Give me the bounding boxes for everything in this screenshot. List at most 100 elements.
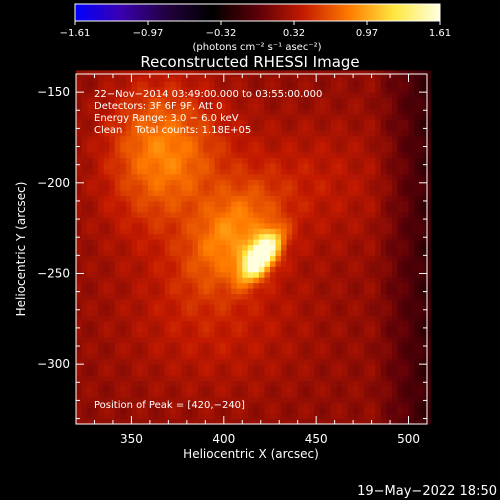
heatmap-cell: [286, 81, 293, 88]
heatmap-cell: [125, 146, 133, 153]
heatmap-cell: [419, 233, 426, 240]
heatmap-cell: [136, 173, 144, 180]
heatmap-cell: [148, 211, 155, 218]
heatmap-cell: [402, 184, 410, 191]
heatmap-cell: [375, 413, 382, 420]
heatmap-cell: [109, 293, 116, 300]
heatmap-cell: [303, 200, 310, 207]
heatmap-cell: [153, 211, 160, 218]
heatmap-cell: [203, 151, 210, 159]
heatmap-cell: [192, 162, 199, 169]
heatmap-cell: [358, 347, 365, 354]
heatmap-cell: [325, 293, 332, 300]
heatmap-cell: [358, 287, 365, 295]
heatmap-cell: [264, 239, 271, 246]
heatmap-cell: [286, 86, 293, 93]
heatmap-cell: [92, 113, 99, 120]
heatmap-cell: [292, 184, 299, 191]
heatmap-cell: [425, 315, 432, 322]
heatmap-cell: [225, 75, 232, 82]
heatmap-cell: [186, 369, 193, 376]
heatmap-cell: [87, 287, 94, 295]
heatmap-cell: [242, 233, 249, 240]
heatmap-cell: [153, 228, 160, 235]
heatmap-cell: [375, 271, 382, 278]
heatmap-cell: [380, 315, 387, 322]
heatmap-cell: [414, 331, 421, 338]
heatmap-cell: [136, 228, 144, 235]
heatmap-cell: [148, 130, 155, 137]
heatmap-cell: [76, 103, 83, 110]
heatmap-cell: [247, 190, 254, 197]
heatmap-cell: [142, 347, 149, 354]
heatmap-cell: [136, 190, 144, 197]
heatmap-cell: [81, 119, 88, 126]
heatmap-cell: [114, 336, 121, 343]
heatmap-cell: [109, 70, 116, 77]
heatmap-cell: [292, 81, 299, 88]
heatmap-cell: [131, 184, 138, 191]
heatmap-cell: [197, 179, 205, 186]
heatmap-cell: [375, 75, 382, 82]
heatmap-cell: [76, 402, 83, 409]
heatmap-cell: [153, 255, 160, 262]
heatmap-cell: [136, 413, 144, 420]
heatmap-cell: [92, 124, 99, 131]
heatmap-cell: [214, 271, 221, 278]
heatmap-cell: [76, 200, 83, 207]
heatmap-cell: [325, 200, 332, 207]
heatmap-cell: [87, 364, 94, 371]
heatmap-cell: [142, 151, 149, 159]
heatmap-cell: [253, 347, 260, 354]
heatmap-cell: [164, 103, 171, 110]
annotation-time-range: 22−Nov−2014 03:49:00.000 to 03:55:00.000: [94, 89, 322, 100]
heatmap-cell: [297, 413, 304, 420]
heatmap-cell: [203, 407, 210, 414]
heatmap-cell: [397, 255, 404, 262]
heatmap-cell: [358, 304, 365, 311]
heatmap-cell: [186, 402, 193, 409]
heatmap-cell: [425, 391, 432, 398]
heatmap-cell: [275, 391, 282, 398]
heatmap-cell: [402, 293, 410, 300]
heatmap-cell: [197, 266, 205, 273]
heatmap-cell: [92, 326, 99, 333]
heatmap-cell: [175, 249, 182, 256]
heatmap-cell: [181, 130, 188, 137]
heatmap-cell: [375, 385, 382, 392]
heatmap-cell: [170, 97, 177, 104]
heatmap-cell: [269, 260, 277, 267]
heatmap-cell: [81, 309, 88, 316]
heatmap-cell: [303, 228, 310, 235]
heatmap-cell: [325, 92, 332, 99]
heatmap-cell: [175, 255, 182, 262]
heatmap-cell: [336, 146, 343, 153]
heatmap-cell: [142, 402, 149, 409]
heatmap-cell: [391, 81, 399, 88]
heatmap-cell: [225, 413, 232, 420]
heatmap-cell: [87, 222, 94, 229]
heatmap-cell: [231, 157, 238, 164]
heatmap-cell: [375, 222, 382, 229]
heatmap-cell: [181, 375, 188, 382]
heatmap-cell: [408, 233, 415, 240]
heatmap-cell: [159, 375, 166, 382]
heatmap-cell: [175, 151, 182, 159]
heatmap-cell: [87, 358, 94, 365]
heatmap-cell: [236, 407, 243, 414]
heatmap-cell: [391, 97, 399, 104]
heatmap-cell: [247, 331, 254, 338]
heatmap-cell: [136, 315, 144, 322]
heatmap-cell: [159, 402, 166, 409]
heatmap-cell: [159, 255, 166, 262]
heatmap-cell: [303, 157, 310, 164]
heatmap-cell: [281, 124, 288, 131]
heatmap-cell: [125, 211, 133, 218]
heatmap-cell: [103, 184, 110, 191]
heatmap-cell: [269, 184, 277, 191]
heatmap-cell: [269, 304, 277, 311]
heatmap-cell: [87, 190, 94, 197]
heatmap-cell: [192, 358, 199, 365]
heatmap-cell: [380, 222, 387, 229]
heatmap-cell: [258, 141, 266, 148]
